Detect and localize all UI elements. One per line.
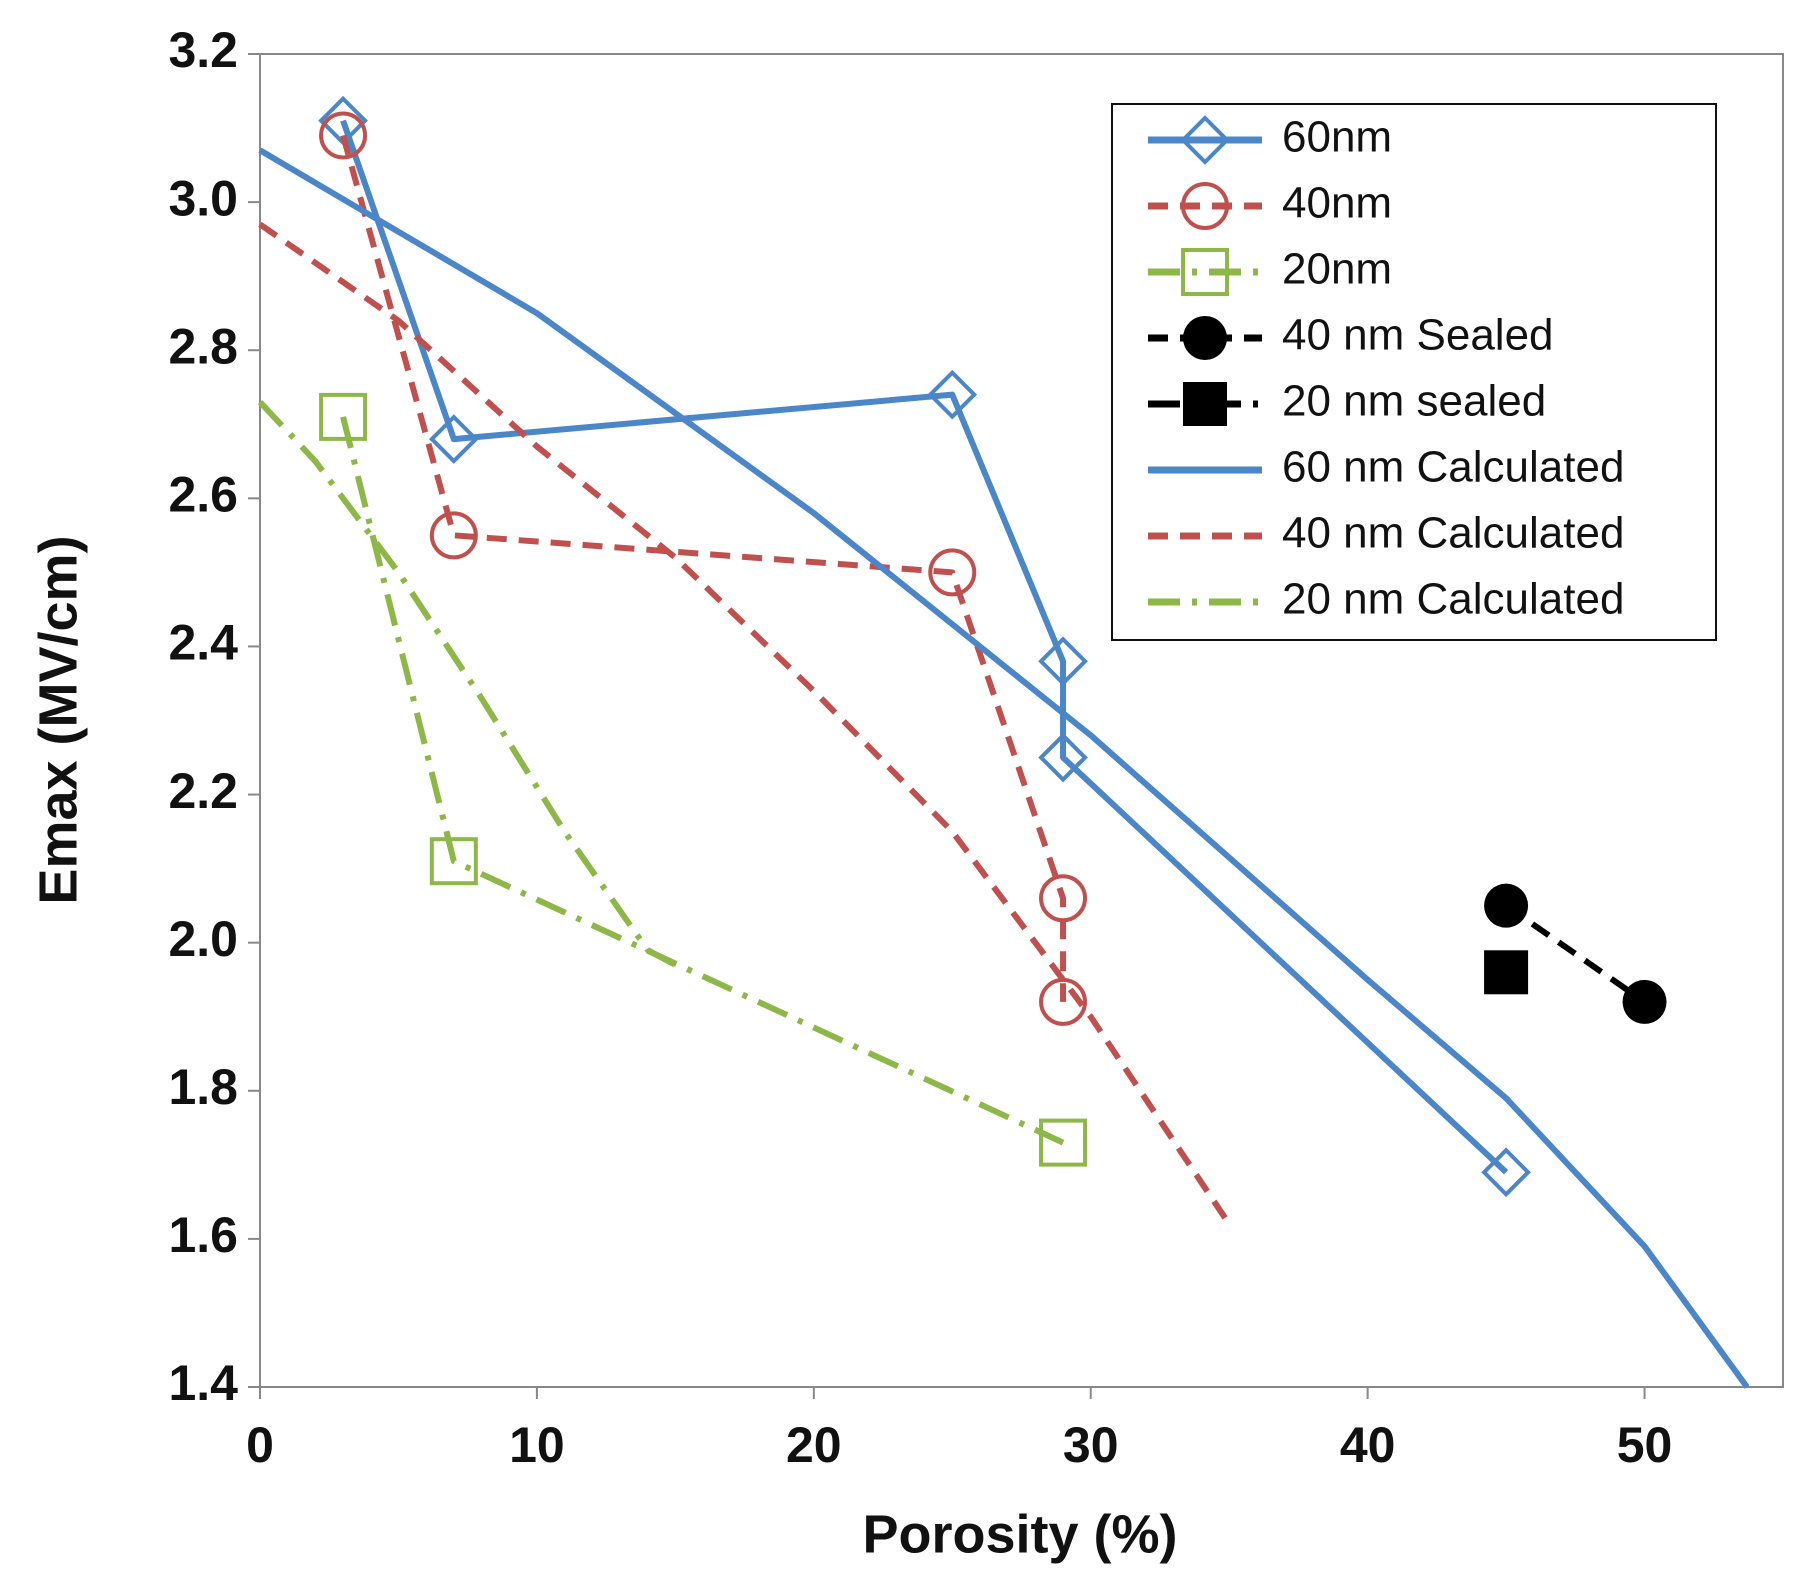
marker bbox=[1484, 883, 1529, 928]
y-tick-label: 2.8 bbox=[168, 318, 238, 374]
legend-label: 60nm bbox=[1282, 113, 1392, 162]
series-line bbox=[258, 147, 1750, 1389]
x-tick-label: 30 bbox=[1063, 1417, 1119, 1473]
marker bbox=[319, 111, 368, 160]
marker bbox=[1183, 382, 1227, 426]
series-group bbox=[257, 95, 1750, 1389]
x-tick-label: 40 bbox=[1340, 1417, 1396, 1473]
x-tick-label: 10 bbox=[509, 1417, 565, 1473]
marker bbox=[1181, 182, 1229, 230]
y-tick-label: 3.2 bbox=[168, 22, 238, 78]
marker bbox=[927, 369, 978, 420]
x-axis-label: Porosity (%) bbox=[862, 1504, 1177, 1564]
x-tick-label: 50 bbox=[1617, 1417, 1673, 1473]
marker bbox=[1181, 248, 1229, 296]
legend-label: 40 nm Sealed bbox=[1282, 311, 1554, 360]
marker bbox=[1038, 732, 1088, 783]
series-line bbox=[340, 134, 1067, 1002]
y-tick-label: 2.6 bbox=[168, 467, 238, 523]
x-tick-label: 20 bbox=[786, 1417, 842, 1473]
marker bbox=[1481, 1147, 1531, 1198]
plot-area bbox=[259, 53, 1784, 1388]
marker bbox=[429, 414, 479, 464]
legend-box bbox=[1111, 103, 1717, 641]
y-tick-label: 2.2 bbox=[168, 763, 238, 819]
marker bbox=[1622, 979, 1667, 1024]
series-line bbox=[340, 119, 1509, 1175]
marker bbox=[319, 392, 368, 441]
legend-label: 20nm bbox=[1282, 245, 1392, 294]
legend-label: 60 nm Calculated bbox=[1282, 443, 1624, 492]
series-line bbox=[1504, 903, 1647, 1005]
legend-label: 40nm bbox=[1282, 179, 1392, 228]
marker bbox=[1183, 316, 1227, 360]
y-tick-label: 1.4 bbox=[168, 1355, 238, 1411]
marker bbox=[1484, 950, 1529, 995]
y-tick-label: 2.0 bbox=[168, 911, 238, 967]
marker bbox=[429, 837, 478, 886]
marker bbox=[928, 548, 977, 597]
marker bbox=[1038, 636, 1088, 687]
y-tick-label: 1.8 bbox=[168, 1059, 238, 1115]
series-line bbox=[340, 416, 1065, 1146]
marker bbox=[1039, 1118, 1088, 1167]
legend-label: 20 nm sealed bbox=[1282, 377, 1546, 426]
legend-label: 40 nm Calculated bbox=[1282, 509, 1624, 558]
series-line bbox=[258, 221, 1232, 1226]
y-tick-label: 2.4 bbox=[168, 615, 238, 671]
marker bbox=[1180, 115, 1230, 165]
marker bbox=[429, 511, 478, 560]
series-line bbox=[257, 400, 677, 968]
marker bbox=[1039, 874, 1088, 923]
y-tick-label: 1.6 bbox=[168, 1207, 238, 1263]
y-axis-label: Emax (MV/cm) bbox=[28, 535, 88, 904]
legend-label: 20 nm Calculated bbox=[1282, 575, 1624, 624]
x-tick-label: 0 bbox=[246, 1417, 274, 1473]
y-tick-label: 3.0 bbox=[168, 170, 238, 226]
